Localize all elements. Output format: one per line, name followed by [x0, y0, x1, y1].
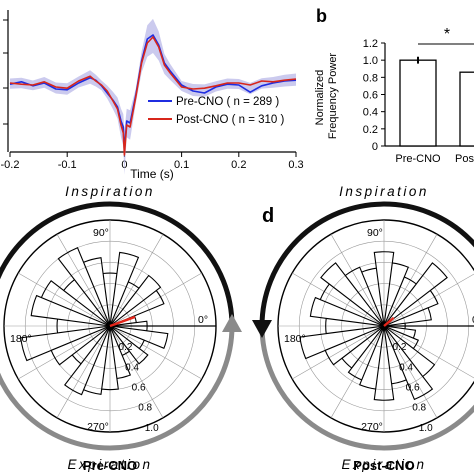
radial-tick-label: 0.4 [399, 362, 413, 373]
angular-grid-line [109, 325, 164, 418]
radial-tick-label: 0.8 [138, 403, 152, 414]
y-axis-label-line1: Normalized [314, 70, 326, 126]
y-axis-label-line2: Frequency Power [327, 53, 339, 140]
angular-grid-line [383, 273, 474, 327]
angle-label: 270° [361, 421, 383, 433]
x-tick-label: 0.1 [174, 159, 189, 171]
legend-label-post: Post-CNO ( n = 310 ) [176, 114, 284, 126]
radial-tick-label: 0.6 [132, 382, 146, 393]
expiration-arc [0, 325, 235, 451]
angular-grid-line [109, 234, 164, 327]
y-tick-label: 0.4 [363, 107, 378, 119]
radial-tick-label: 0.2 [119, 342, 133, 353]
panel-label-b: b [316, 6, 327, 26]
phase-arrow [222, 314, 242, 332]
expiration-label: Expiration [67, 457, 152, 472]
x-tick-label: 0.3 [288, 159, 303, 171]
y-tick-label: 1.0 [363, 55, 378, 67]
radial-tick-label: 1.0 [419, 423, 433, 434]
bar-chart: b Normalized Frequency Power 0 0.2 0.4 0.6 0… [314, 6, 474, 165]
angle-label: 90° [93, 227, 109, 239]
radial-tick-label: 0.2 [393, 342, 407, 353]
waveform-chart: -0.2-0.100.10.20.3 Time (s) Pre-CNO ( n … [1, 10, 304, 181]
angular-grid-line [109, 272, 202, 327]
x-category-label: Pre-CNO [395, 153, 441, 165]
angle-label: 0° [198, 314, 208, 326]
bar-post [459, 71, 474, 147]
inspiration-label: Inspiration [65, 184, 155, 199]
x-tick-label: -0.2 [1, 159, 20, 171]
error-band [10, 18, 296, 175]
significance-star: * [444, 26, 450, 43]
angular-grid-line [18, 272, 111, 327]
angular-grid-line [383, 325, 474, 379]
x-tick-label: 0.2 [231, 159, 246, 171]
x-category-label: Pos [455, 153, 474, 165]
radial-tick-label: 0.6 [406, 382, 420, 393]
y-tick-label: 1.2 [363, 38, 378, 50]
phase-arrow [252, 320, 272, 338]
y-axis-label: Normalized Frequency Power [314, 53, 339, 140]
angular-grid-line [56, 234, 111, 327]
polar-chart-pre: 90° 180° 270° 0° 0.2 0.4 0.6 0.8 1.0 Inspiration E… [0, 184, 242, 473]
angular-grid-line [18, 325, 111, 380]
x-tick-label: -0.1 [58, 159, 77, 171]
expiration-label: Expiration [341, 457, 426, 472]
legend: Pre-CNO ( n = 289 ) Post-CNO ( n = 310 ) [148, 96, 284, 126]
radial-tick-label: 1.0 [145, 423, 159, 434]
angular-grid-line [109, 325, 202, 380]
angular-grid-line [292, 325, 385, 380]
polar-title: Pre-CNO [83, 458, 137, 473]
panel-label-d: d [262, 205, 274, 227]
bar-pre [399, 59, 437, 147]
inspiration-arc [259, 201, 474, 327]
polar-chart-post: 90° 180° 270° 0° 0.2 0.4 0.6 0.8 1.0 Inspiration E… [252, 184, 474, 473]
radial-tick-label: 0.8 [412, 403, 426, 414]
angular-grid-line [383, 325, 438, 418]
rose-bins [20, 246, 169, 396]
polar-title: Post-CNO [353, 458, 414, 473]
angle-label: 180° [284, 333, 306, 345]
angle-label: 270° [87, 421, 109, 433]
angular-grid-line [56, 325, 111, 418]
angle-label: 90° [367, 227, 383, 239]
legend-label-pre: Pre-CNO ( n = 289 ) [176, 96, 279, 108]
y-tick-label: 0.2 [363, 124, 378, 136]
y-tick-label: 0.6 [363, 90, 378, 102]
angle-label: 180° [10, 333, 32, 345]
angular-grid-line [330, 234, 385, 327]
angular-grid-line [330, 325, 385, 418]
mean-vector [109, 315, 136, 328]
angular-grid-line [292, 272, 385, 327]
inspiration-arc [0, 201, 235, 327]
radial-tick-label: 0.4 [125, 362, 139, 373]
y-tick-label: 0 [372, 141, 378, 153]
inspiration-label: Inspiration [339, 184, 429, 199]
mean-vector [383, 316, 395, 327]
x-axis-label: Time (s) [130, 167, 174, 181]
angle-label: 0° [472, 314, 474, 326]
series-line-post [9, 36, 297, 156]
expiration-arc [259, 325, 474, 451]
y-tick-label: 0.8 [363, 72, 378, 84]
